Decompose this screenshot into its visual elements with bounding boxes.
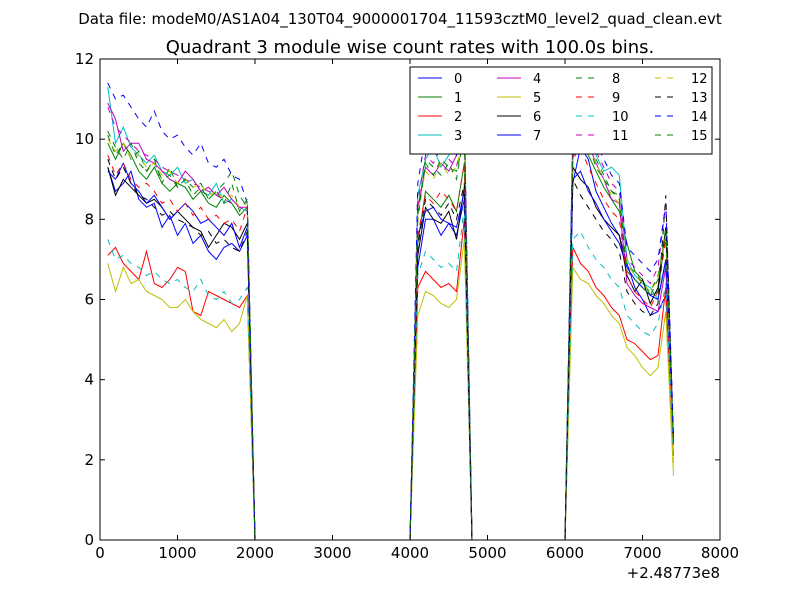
legend-label-9: 9 (612, 91, 620, 106)
x-tick-label: 8000 (701, 544, 739, 562)
legend-label-12: 12 (691, 72, 708, 87)
x-tick-label: 2000 (236, 544, 274, 562)
data-file-suptitle: Data file: modeM0/AS1A04_130T04_90000017… (78, 10, 722, 29)
series-line-6 (107, 165, 674, 540)
y-tick-label: 4 (84, 371, 94, 389)
series-line-7 (107, 161, 674, 540)
chart-title: Quadrant 3 module wise count rates with … (166, 37, 655, 58)
x-tick-label: 5000 (468, 544, 506, 562)
legend-label-6: 6 (533, 110, 541, 125)
y-tick-label: 0 (84, 531, 94, 549)
y-tick-label: 8 (84, 210, 94, 228)
series-line-10 (107, 207, 674, 540)
x-axis: 0 1000 2000 3000 4000 5000 6000 7000 8000 (95, 59, 739, 562)
legend-label-3: 3 (454, 129, 462, 144)
legend-label-4: 4 (533, 72, 541, 87)
legend-frame (409, 66, 713, 155)
y-tick-label: 2 (84, 451, 94, 469)
x-tick-label: 6000 (546, 544, 584, 562)
legend-label-7: 7 (533, 129, 541, 144)
legend-label-10: 10 (612, 110, 629, 125)
legend-label-15: 15 (691, 129, 708, 144)
series-line-8 (107, 117, 674, 540)
series-line-11 (107, 106, 674, 540)
x-tick-label: 1000 (158, 544, 196, 562)
legend-label-8: 8 (612, 72, 620, 87)
series-line-0 (107, 145, 674, 540)
y-tick-label: 12 (75, 50, 94, 68)
legend-label-11: 11 (612, 129, 629, 144)
legend-label-13: 13 (691, 91, 708, 106)
x-tick-label: 0 (95, 544, 105, 562)
series-line-15 (107, 121, 674, 540)
series-line-13 (107, 159, 674, 540)
series-line-14 (107, 82, 674, 540)
legend-label-5: 5 (533, 91, 541, 106)
x-offset-label: +2.48773e8 (627, 564, 720, 582)
series-line-4 (107, 102, 674, 540)
x-tick-label: 7000 (623, 544, 661, 562)
y-tick-label: 10 (75, 130, 94, 148)
y-tick-label: 6 (84, 291, 94, 309)
x-tick-label: 4000 (391, 544, 429, 562)
legend-label-14: 14 (691, 110, 708, 125)
x-tick-label: 3000 (313, 544, 351, 562)
series-line-9 (107, 146, 674, 540)
legend-label-0: 0 (454, 72, 462, 87)
series-line-5 (107, 239, 674, 540)
series-line-2 (107, 219, 674, 540)
legend-label-1: 1 (454, 91, 462, 106)
legend-label-2: 2 (454, 110, 462, 125)
